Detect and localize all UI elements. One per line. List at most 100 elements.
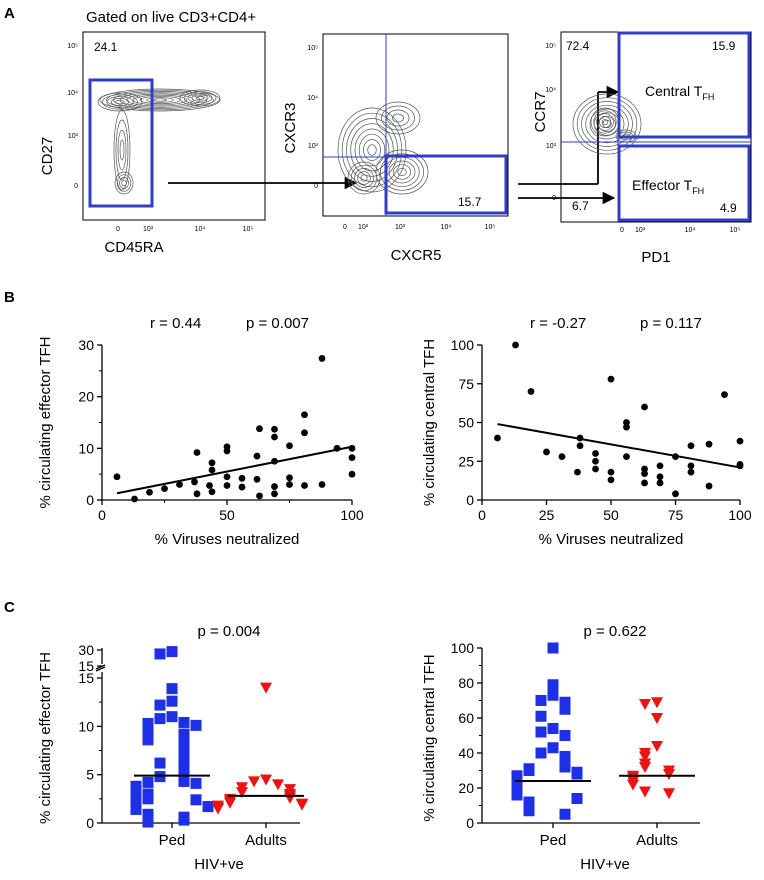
data-point <box>623 453 630 460</box>
plot1-xtick: 10⁴ <box>195 226 206 233</box>
data-point <box>193 490 201 498</box>
contour-ring <box>397 167 407 177</box>
data-point <box>736 462 744 470</box>
contour-ring <box>117 129 127 171</box>
contour-ring <box>357 171 371 185</box>
data-point <box>736 437 744 445</box>
y-tick-label: 0 <box>86 492 94 508</box>
category-label: Ped <box>540 832 567 849</box>
y-tick-label: 15 <box>78 658 94 674</box>
ped-marker <box>190 794 202 806</box>
plot1-frame <box>82 31 266 221</box>
ped-marker <box>523 765 535 776</box>
data-point <box>286 481 293 488</box>
y-axis-title: % circulating effector TFH <box>37 336 54 508</box>
plot3-effector-gate <box>617 144 751 222</box>
plot2-ytick: 0 <box>314 183 318 190</box>
contour-ring <box>386 109 410 127</box>
adult-marker <box>639 751 651 763</box>
data-point <box>206 482 213 489</box>
data-point <box>146 488 153 496</box>
adult-marker <box>663 788 675 800</box>
data-point <box>592 457 599 465</box>
y-axis-title: % circulating effector TFH <box>37 652 54 824</box>
data-point <box>687 442 695 450</box>
regression-line <box>116 445 353 495</box>
data-point <box>161 485 168 493</box>
adult-marker <box>260 682 272 694</box>
plot1-ytick: 0 <box>74 183 78 190</box>
plot3-ytick: 10⁴ <box>545 87 556 94</box>
contour-ring <box>354 128 390 172</box>
ped-marker <box>142 793 154 805</box>
y-tick-label: 30 <box>78 642 94 658</box>
group-label: HIV+ve <box>194 856 244 873</box>
scatter-b-right: 0 25 50 75 100 0 25 50 75 100 % Viruses neutralize… <box>421 315 752 548</box>
contour-ring <box>110 98 130 106</box>
plot2-xtick: 0 <box>343 224 347 231</box>
contour-ring <box>589 108 625 140</box>
data-point <box>256 492 263 500</box>
ped-marker <box>571 793 583 804</box>
data-point <box>193 449 201 456</box>
axis-break-mark <box>95 666 106 672</box>
adult-marker <box>651 697 663 709</box>
ped-marker <box>190 719 202 731</box>
plot2-gate <box>384 154 508 215</box>
data-point <box>348 470 356 478</box>
data-point <box>656 473 664 481</box>
data-point <box>238 474 246 482</box>
ped-marker <box>166 695 178 707</box>
data-point <box>607 468 615 476</box>
ped-marker <box>178 775 190 787</box>
data-point <box>592 450 599 457</box>
y-tick-label: 0 <box>466 815 474 831</box>
contour-ring <box>590 107 620 137</box>
y-tick-label: 10 <box>78 440 94 456</box>
data-point <box>253 452 261 460</box>
plot2-xtick: 10³ <box>395 224 406 231</box>
plot1-xlabel: CD45RA <box>104 239 163 256</box>
contour-ring <box>392 113 404 123</box>
ped-marker <box>571 768 583 780</box>
contour-ring <box>115 99 125 105</box>
contour-ring <box>116 174 132 192</box>
data-point <box>176 481 183 488</box>
data-point <box>238 483 246 491</box>
ped-marker <box>154 699 166 711</box>
plot3-pct-bottom-left: 6.7 <box>572 199 589 213</box>
y-axis-title: % circulating central TFH <box>421 654 438 821</box>
data-point <box>641 403 648 411</box>
adult-marker <box>639 699 651 710</box>
x-tick-label: 50 <box>603 507 619 523</box>
contour-ring <box>106 89 214 111</box>
y-tick-label: 80 <box>458 675 474 691</box>
contour-ring <box>119 177 129 189</box>
data-point <box>656 479 664 487</box>
ped-marker <box>142 717 154 729</box>
group-label: HIV+ve <box>580 856 630 873</box>
data-point <box>131 495 138 503</box>
ped-marker <box>547 723 559 734</box>
data-point <box>223 443 231 451</box>
ped-marker <box>178 764 190 776</box>
adult-marker <box>651 741 663 752</box>
category-label: Adults <box>636 832 678 849</box>
plot2-ytick: 10³ <box>308 143 319 150</box>
data-point <box>576 442 584 450</box>
x-axis-title: % Viruses neutralized <box>155 531 300 548</box>
contour-ring <box>358 133 386 167</box>
plot1-xtick: 0 <box>116 226 120 233</box>
ped-marker <box>535 747 547 759</box>
effector-tfh-label: Effector TFH <box>632 177 704 196</box>
ped-marker <box>535 695 547 706</box>
plot2-gate-pct: 15.7 <box>458 195 482 209</box>
plot1-ylabel: CD27 <box>39 137 56 175</box>
regression-line <box>497 423 741 469</box>
x-axis-title: % Viruses neutralized <box>539 531 684 548</box>
adult-marker <box>639 762 651 773</box>
data-point <box>574 468 581 476</box>
ped-marker <box>142 816 154 828</box>
data-point <box>687 462 695 470</box>
